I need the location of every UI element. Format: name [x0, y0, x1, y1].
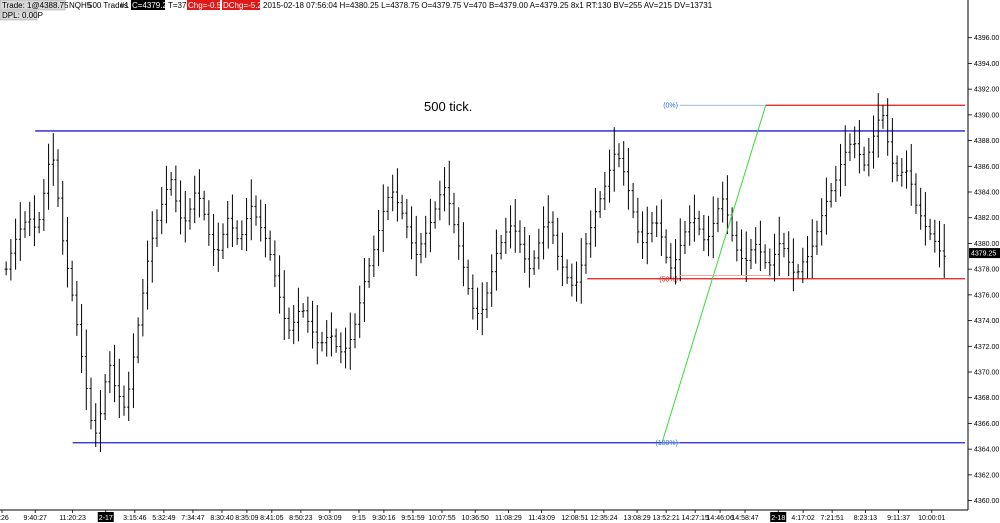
time-tick-label: 8:30:40	[210, 515, 233, 522]
dchg-label: DChg=-5.25	[223, 1, 267, 10]
price-tick-label: 4394.00	[974, 61, 999, 68]
price-tick-label: 4374.00	[974, 318, 999, 325]
time-tick-label: 7:34:47	[181, 515, 204, 522]
time-tick-label: 9:26	[0, 515, 9, 522]
close-badge-bg	[131, 0, 165, 10]
header-strip: Trade: 1@4388.75 NQH5 500 Trades #1 C=43…	[0, 0, 713, 21]
date-marker-badge	[97, 512, 114, 522]
ticks-label: T=370	[168, 1, 191, 10]
price-tick-label: 4362.00	[974, 472, 999, 479]
time-tick-label: 11:08:29	[495, 515, 522, 522]
time-tick-label: 9:30:16	[372, 515, 395, 522]
price-tick-label: 4364.00	[974, 447, 999, 454]
time-tick-label: 8:23:13	[854, 515, 877, 522]
time-tick-label: 10:36:50	[462, 515, 489, 522]
time-tick-label: 8:41:05	[260, 515, 283, 522]
dchg-badge-bg	[222, 0, 260, 10]
time-tick-label: 8:50:23	[289, 515, 312, 522]
time-tick-label: 7:21:51	[820, 515, 843, 522]
price-tick-label: 4382.00	[974, 215, 999, 222]
time-tick-label: 13:52:21	[653, 515, 680, 522]
bar-type-label: 500 Trades	[88, 1, 128, 10]
time-tick-label: 8:35:09	[235, 515, 258, 522]
time-tick-label: 12:08:51	[561, 515, 588, 522]
time-tick-label: 4:17:02	[791, 515, 814, 522]
time-tick-label: 14:27:15	[682, 515, 709, 522]
trade-badge-bg	[0, 0, 66, 11]
close-label: C=4379.25	[132, 1, 172, 10]
price-tick-label: 4384.00	[974, 190, 999, 197]
time-tick-label: 10:00:01	[918, 515, 945, 522]
price-tick-label: 4360.00	[974, 498, 999, 505]
time-tick-label: 9:15	[352, 515, 366, 522]
dpl-badge-bg	[0, 10, 38, 21]
time-tick-label: 10:07:55	[428, 515, 455, 522]
time-tick-label: 9:51:59	[401, 515, 424, 522]
time-tick-label: 14:58:47	[731, 515, 758, 522]
time-tick-label: 9:03:09	[318, 515, 341, 522]
price-tick-label: 4392.00	[974, 87, 999, 94]
price-tick-label: 4370.00	[974, 370, 999, 377]
chg-label: Chg=-0.50	[188, 1, 226, 10]
fib-label: (0%)	[663, 103, 678, 110]
chg-badge-bg	[187, 0, 220, 10]
time-axis: 9:26 9:40:27 11:20:23 2-17 3:15:46 5:32:49 7:3…	[0, 510, 946, 522]
price-axis: 4360.00 4362.00 4364.00 4366.00 4368.00 4370.…	[968, 35, 1000, 505]
price-tick-label: 4376.00	[974, 292, 999, 299]
date-marker-label: 2-17	[99, 515, 113, 522]
time-tick-label: 9:40:27	[24, 515, 47, 522]
time-tick-label: 5:32:49	[152, 515, 175, 522]
price-tick-label: 4390.00	[974, 112, 999, 119]
price-tick-label: 4372.00	[974, 344, 999, 351]
time-tick-label: 11:43:09	[528, 515, 555, 522]
price-tick-label: 4388.00	[974, 138, 999, 145]
date-marker-label: 2-18	[771, 515, 785, 522]
last-price-badge	[969, 248, 1000, 259]
price-tick-label: 4386.00	[974, 164, 999, 171]
time-tick-label: 11:20:23	[59, 515, 86, 522]
time-tick-label: 14:46:06	[706, 515, 733, 522]
time-tick-label: 12:35:24	[590, 515, 617, 522]
price-tick-label: 4380.00	[974, 241, 999, 248]
time-tick-label: 3:15:46	[123, 515, 146, 522]
price-bars	[4, 93, 946, 453]
time-tick-label: 13:08:29	[623, 515, 650, 522]
time-tick-label: 9:11:37	[887, 515, 910, 522]
symbol-label: NQH5	[69, 1, 92, 10]
price-tick-label: 4378.00	[974, 267, 999, 274]
bar-num-label: #1	[120, 1, 129, 10]
fib-label: (50%)	[659, 276, 678, 283]
dpl-label: DPL: 0.00P	[2, 11, 43, 20]
fib-tool: (0%) (50%) (100%)	[655, 103, 770, 447]
horizontal-levels	[35, 104, 965, 444]
last-price-label: 4379.25	[971, 251, 996, 258]
price-tick-label: 4366.00	[974, 421, 999, 428]
chart-annotation: 500 tick.	[424, 99, 472, 114]
stats-line: 2015-02-18 07:56:04 H=4380.25 L=4378.75 …	[263, 1, 713, 10]
fib-trend-line	[661, 105, 767, 443]
trade-label: Trade: 1@4388.75	[2, 1, 69, 10]
fib-label: (100%)	[655, 440, 678, 447]
price-tick-label: 4396.00	[974, 35, 999, 42]
price-tick-label: 4368.00	[974, 395, 999, 402]
date-marker-badge	[770, 512, 787, 522]
